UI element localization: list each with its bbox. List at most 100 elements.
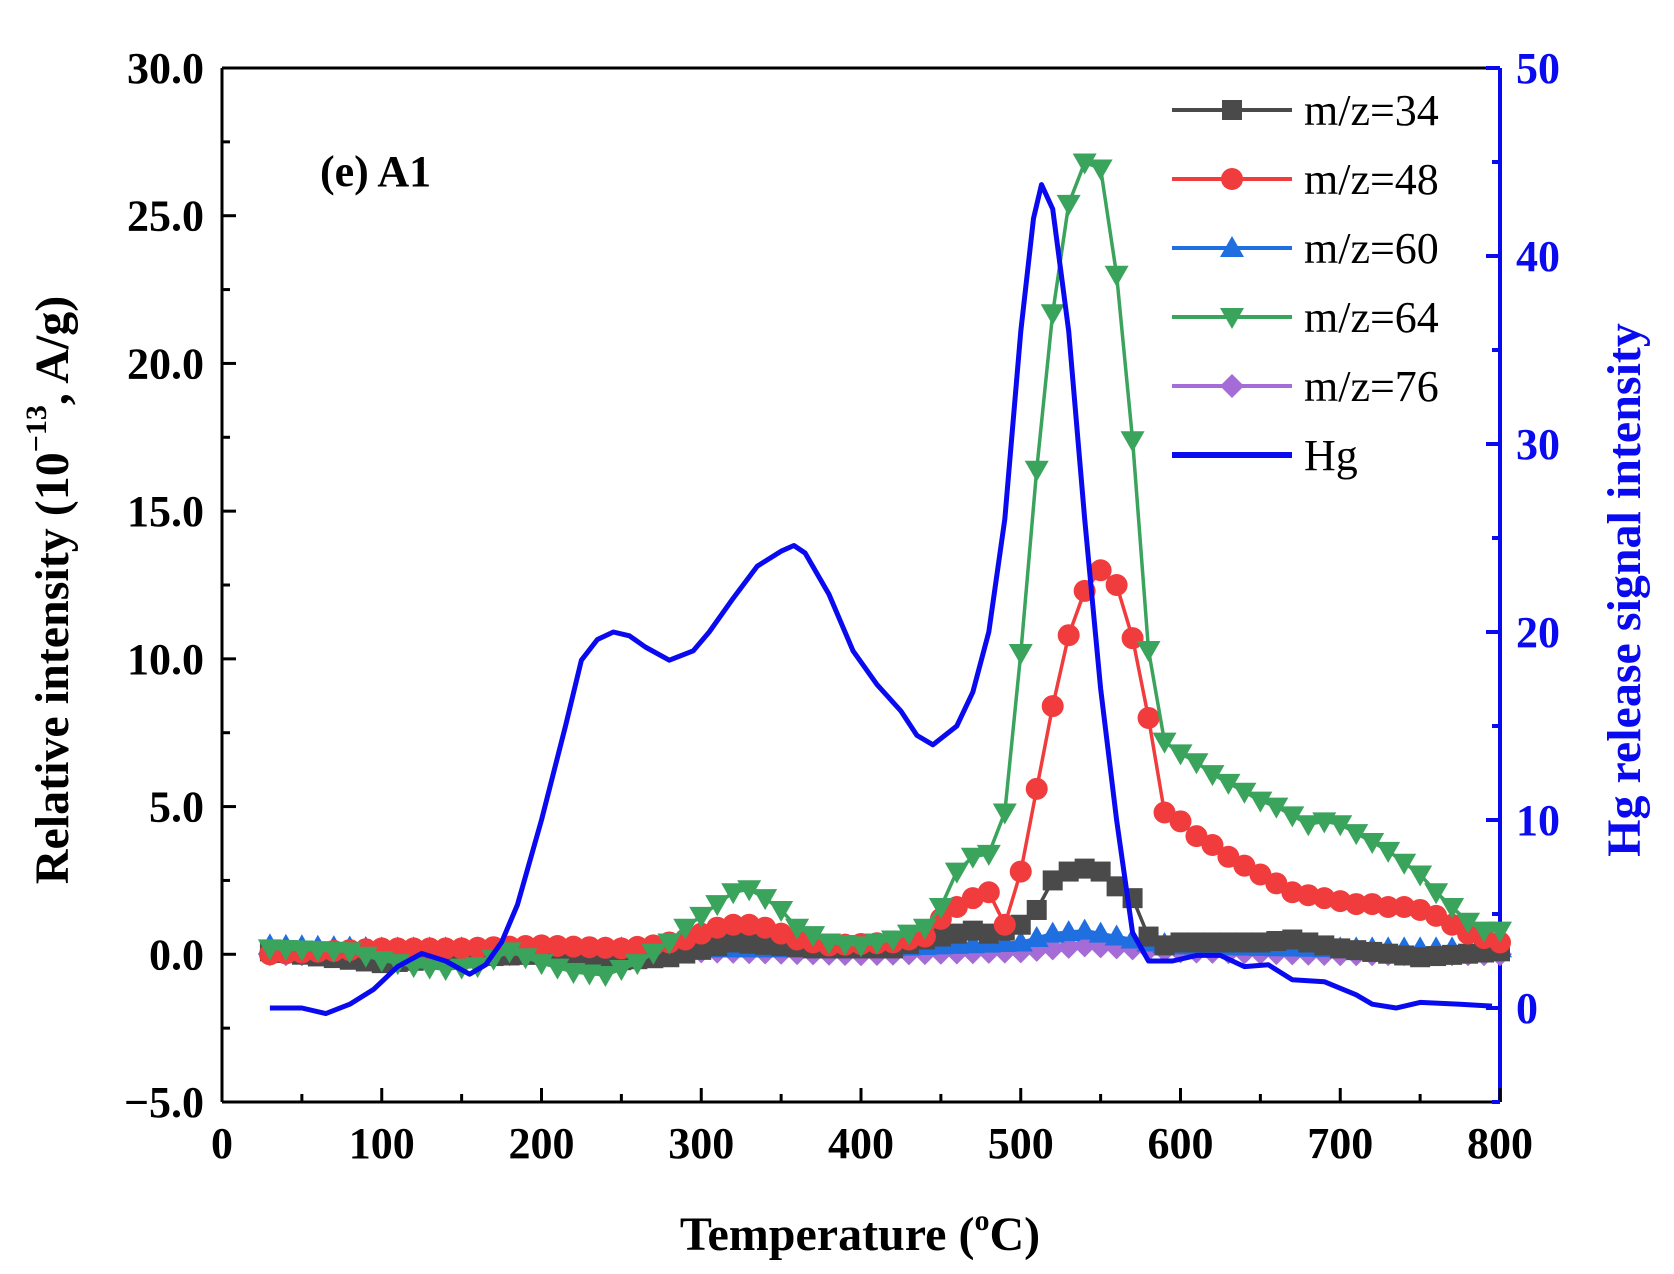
y-right-tick-label: 50 bbox=[1516, 44, 1560, 93]
data-point-mz60 bbox=[992, 931, 1017, 953]
data-point-mz48 bbox=[1249, 863, 1272, 886]
data-point-mz64 bbox=[944, 862, 969, 884]
data-point-mz34 bbox=[1074, 858, 1095, 879]
data-point-mz34 bbox=[755, 934, 776, 955]
data-point-mz48 bbox=[594, 936, 617, 959]
data-point-mz64 bbox=[1056, 194, 1081, 216]
data-point-mz48 bbox=[1233, 854, 1256, 877]
x-axis-title-main: Temperature ( bbox=[680, 1208, 975, 1261]
data-point-mz64 bbox=[1456, 912, 1481, 934]
data-point-mz34 bbox=[1442, 944, 1463, 965]
data-point-mz34 bbox=[1186, 932, 1207, 953]
data-point-mz64 bbox=[1472, 921, 1497, 943]
y-left-tick-label: 20.0 bbox=[127, 339, 204, 388]
data-point-mz48 bbox=[1105, 574, 1128, 596]
data-point-mz64 bbox=[609, 960, 634, 982]
data-point-mz48 bbox=[578, 936, 601, 959]
legend-label: m/z=76 bbox=[1304, 362, 1439, 411]
data-point-mz64 bbox=[593, 965, 618, 987]
data-point-mz48 bbox=[1025, 777, 1048, 800]
data-point-mz64 bbox=[625, 954, 650, 976]
y-left-title-main: Relative intensity (10 bbox=[26, 452, 79, 884]
legend-label: m/z=64 bbox=[1304, 293, 1439, 342]
data-point-mz48 bbox=[1009, 860, 1032, 883]
data-point-mz48 bbox=[466, 936, 489, 959]
series-line-hg bbox=[269, 182, 1493, 1017]
y-left-tick-label: 10.0 bbox=[127, 635, 204, 684]
y-left-title-sup: −13 bbox=[20, 405, 53, 452]
data-point-mz48 bbox=[993, 913, 1016, 936]
axes-layer: 0 100 200 300 400 500 600 700 800−5.00.05.010.01… bbox=[124, 44, 1560, 1168]
data-point-mz34 bbox=[1154, 935, 1175, 956]
data-point-mz48 bbox=[1441, 913, 1464, 936]
data-point-mz60 bbox=[960, 932, 985, 954]
data-point-mz64 bbox=[273, 939, 298, 961]
series-mz64 bbox=[257, 153, 1512, 987]
data-point-mz64 bbox=[833, 934, 858, 956]
x-tick-label: 500 bbox=[988, 1119, 1054, 1168]
data-point-mz64 bbox=[257, 939, 282, 961]
data-point-mz64 bbox=[1120, 431, 1145, 453]
data-point-mz64 bbox=[497, 942, 522, 964]
data-point-mz48 bbox=[386, 937, 409, 960]
y-left-axis-title: Relative intensity (10−13, A/g) bbox=[20, 296, 79, 884]
data-point-mz64 bbox=[976, 844, 1001, 866]
data-point-mz64 bbox=[721, 883, 746, 905]
data-point-mz34 bbox=[1314, 935, 1335, 956]
data-point-mz64 bbox=[689, 906, 714, 928]
legend-marker bbox=[1220, 374, 1244, 398]
y-right-axis-title: Hg release signal intensity bbox=[1598, 323, 1651, 857]
data-point-mz48 bbox=[1201, 833, 1224, 856]
data-point-mz64 bbox=[896, 924, 921, 946]
y-left-tick-label: −5.0 bbox=[124, 1078, 204, 1127]
data-point-mz64 bbox=[705, 895, 730, 917]
data-point-mz64 bbox=[737, 880, 762, 902]
data-point-mz34 bbox=[723, 932, 744, 953]
y-left-tick-label: 25.0 bbox=[127, 192, 204, 241]
data-point-mz64 bbox=[321, 941, 346, 963]
data-point-mz64 bbox=[1328, 815, 1353, 837]
x-tick-label: 700 bbox=[1307, 1119, 1373, 1168]
x-tick-label: 300 bbox=[668, 1119, 734, 1168]
data-point-mz64 bbox=[801, 926, 826, 948]
data-point-mz48 bbox=[1057, 624, 1080, 647]
data-point-mz48 bbox=[530, 934, 553, 957]
data-point-mz34 bbox=[946, 923, 967, 944]
data-point-mz64 bbox=[928, 898, 953, 920]
x-axis-title-sup: o bbox=[974, 1204, 989, 1237]
legend: m/z=34 m/z=48 m/z=60 m/z=64 m/z=76 Hg bbox=[1172, 86, 1439, 480]
data-point-mz64 bbox=[417, 958, 442, 980]
data-point-mz48 bbox=[626, 935, 649, 958]
data-point-mz64 bbox=[1200, 765, 1225, 787]
data-point-mz34 bbox=[1058, 861, 1079, 882]
data-point-mz34 bbox=[1330, 938, 1351, 959]
legend-item-mz48: m/z=48 bbox=[1172, 155, 1439, 204]
y-left-title-group: Relative intensity (10−13, A/g) bbox=[20, 296, 79, 884]
data-point-mz48 bbox=[1265, 872, 1288, 895]
data-point-mz60 bbox=[1104, 924, 1129, 946]
data-point-mz48 bbox=[1041, 695, 1064, 718]
data-point-mz48 bbox=[1169, 810, 1192, 833]
data-point-mz34 bbox=[1202, 932, 1223, 953]
data-point-mz48 bbox=[450, 937, 473, 960]
y-right-tick-label: 0 bbox=[1516, 984, 1538, 1033]
y-right-tick-label: 30 bbox=[1516, 420, 1560, 469]
data-point-mz64 bbox=[1408, 865, 1433, 887]
data-point-mz64 bbox=[1072, 153, 1097, 175]
legend-label: m/z=60 bbox=[1304, 224, 1439, 273]
x-tick-label: 200 bbox=[509, 1119, 575, 1168]
data-point-mz64 bbox=[817, 933, 842, 955]
data-point-mz34 bbox=[707, 936, 728, 957]
data-point-mz64 bbox=[785, 918, 810, 940]
data-point-mz34 bbox=[1138, 926, 1159, 947]
data-point-mz34 bbox=[1266, 930, 1287, 951]
data-point-mz60 bbox=[1072, 918, 1097, 940]
data-point-mz34 bbox=[962, 920, 983, 941]
data-point-mz64 bbox=[1168, 744, 1193, 766]
data-point-mz34 bbox=[1234, 932, 1255, 953]
data-point-mz64 bbox=[1392, 853, 1417, 875]
series-layer bbox=[257, 153, 1512, 1017]
data-point-mz64 bbox=[992, 803, 1017, 825]
data-point-mz34 bbox=[1106, 876, 1127, 897]
data-point-mz48 bbox=[1377, 896, 1400, 919]
